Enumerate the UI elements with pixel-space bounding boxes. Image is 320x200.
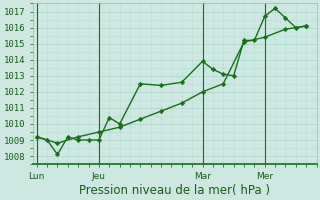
- X-axis label: Pression niveau de la mer( hPa ): Pression niveau de la mer( hPa ): [79, 184, 270, 197]
